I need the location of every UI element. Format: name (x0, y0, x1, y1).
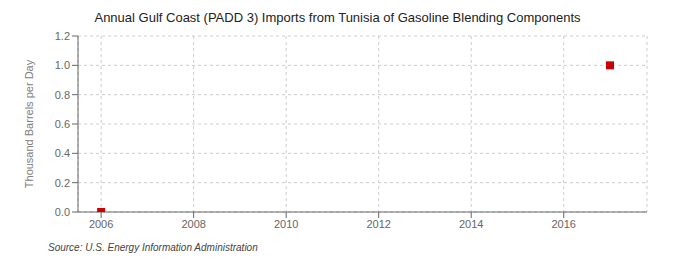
html-text:Source: U.S. Energy Informatio: Source: U.S. Energy Information Administ… (48, 242, 258, 253)
svg-text:0.6: 0.6 (55, 118, 70, 130)
svg-text:0.0: 0.0 (55, 206, 70, 218)
html-text:Annual Gulf Coast (PADD 3) Imp: Annual Gulf Coast (PADD 3) Imports from … (94, 10, 581, 25)
svg-text:Thousand Barrels per Day: Thousand Barrels per Day (23, 59, 35, 188)
svg-text:2008: 2008 (181, 218, 205, 230)
svg-text:1.0: 1.0 (55, 59, 70, 71)
svg-text:1.2: 1.2 (55, 30, 70, 42)
svg-text:0.2: 0.2 (55, 177, 70, 189)
svg-text:0.4: 0.4 (55, 147, 70, 159)
svg-text:0.8: 0.8 (55, 89, 70, 101)
svg-text:2010: 2010 (274, 218, 298, 230)
svg-text:2012: 2012 (366, 218, 390, 230)
svg-text:2006: 2006 (89, 218, 113, 230)
svg-text:2014: 2014 (459, 218, 483, 230)
svg-text:2016: 2016 (551, 218, 575, 230)
